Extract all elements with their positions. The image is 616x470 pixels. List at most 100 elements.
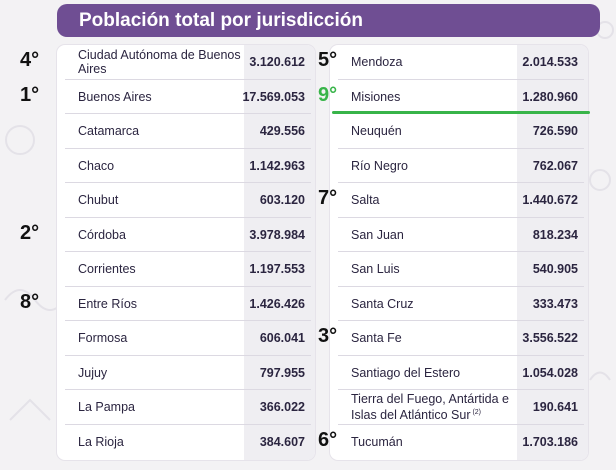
row-divider (65, 147, 311, 149)
jurisdiction-name: La Rioja (78, 434, 124, 449)
right-table: Mendoza 2.014.533 Misiones 1.280.960 Neuquén… (330, 45, 588, 460)
population-value: 606.041 (259, 331, 305, 346)
table-row: Córdoba 3.978.984 (57, 218, 315, 252)
rank-label: 5° (318, 49, 338, 72)
rank-label: 7° (318, 187, 338, 210)
jurisdiction-name: Tucumán (351, 434, 403, 449)
jurisdiction-name: Santa Cruz (351, 296, 414, 311)
row-divider (338, 389, 584, 390)
row-divider (65, 78, 311, 80)
jurisdiction-name: Santiago del Estero (351, 365, 461, 380)
population-value: 1.440.672 (522, 193, 578, 208)
rank-label: 9° (318, 83, 338, 106)
jurisdiction-name: Entre Ríos (78, 296, 138, 311)
row-divider (338, 320, 584, 321)
left-table: Ciudad Autónoma de Buenos Aires 3.120.612… (57, 45, 315, 460)
table-row: Catamarca 429.556 (57, 114, 315, 149)
population-value: 333.473 (532, 296, 578, 311)
jurisdiction-name: San Juan (351, 227, 404, 242)
rank-label: 2° (20, 221, 40, 244)
row-divider (338, 216, 584, 218)
table-row: Santa Fe 3.556.522 (330, 321, 588, 356)
table-row: Santiago del Estero 1.054.028 (330, 356, 588, 390)
table-row: Tierra del Fuego, Antártida e Islas del … (330, 390, 588, 425)
table-row: Jujuy 797.955 (57, 356, 315, 390)
population-value: 726.590 (532, 124, 578, 139)
population-value: 1.426.426 (249, 296, 305, 311)
jurisdiction-name: Mendoza (351, 55, 403, 70)
population-value: 3.978.984 (249, 227, 305, 242)
table-row: San Luis 540.905 (330, 252, 588, 287)
population-value: 17.569.053 (242, 89, 305, 104)
footnote-marker: (2) (470, 409, 482, 417)
jurisdiction-name: Tierra del Fuego, Antártida e Islas del … (351, 392, 509, 423)
jurisdiction-name: Formosa (78, 331, 128, 346)
population-value: 366.022 (259, 400, 305, 415)
table-row: Misiones 1.280.960 (330, 80, 588, 114)
row-divider (338, 182, 584, 183)
rank-label: 6° (318, 428, 338, 451)
row-divider (65, 389, 311, 390)
table-row: Chaco 1.142.963 (57, 149, 315, 183)
jurisdiction-name: Santa Fe (351, 331, 402, 346)
population-value: 429.556 (259, 124, 305, 139)
row-divider (65, 320, 311, 321)
table-row: La Pampa 366.022 (57, 390, 315, 425)
jurisdiction-name: Neuquén (351, 124, 402, 139)
row-divider (338, 78, 584, 80)
population-value: 3.120.612 (249, 55, 305, 70)
row-divider (338, 251, 584, 252)
jurisdiction-name: Chaco (78, 158, 115, 173)
row-divider (65, 113, 311, 114)
row-divider (338, 354, 584, 356)
jurisdiction-name: Catamarca (78, 124, 140, 139)
jurisdiction-name: Salta (351, 193, 380, 208)
jurisdiction-name: Misiones (351, 89, 401, 104)
jurisdiction-name: Chubut (78, 193, 119, 208)
row-divider (338, 147, 584, 149)
jurisdiction-name: Jujuy (78, 365, 108, 380)
table-row: Ciudad Autónoma de Buenos Aires 3.120.612 (57, 45, 315, 80)
population-value: 1.054.028 (522, 365, 578, 380)
jurisdiction-name: Ciudad Autónoma de Buenos Aires (78, 48, 241, 77)
rank-label: 1° (20, 83, 40, 106)
row-divider (65, 354, 311, 356)
rank-label: 4° (20, 49, 40, 72)
rank-label: 3° (318, 325, 338, 348)
row-divider (65, 182, 311, 183)
table-row: Corrientes 1.197.553 (57, 252, 315, 287)
population-value: 603.120 (259, 193, 305, 208)
table-row: Santa Cruz 333.473 (330, 287, 588, 321)
population-value: 1.280.960 (522, 89, 578, 104)
jurisdiction-name: La Pampa (78, 400, 135, 415)
row-divider (65, 285, 311, 287)
table-row: Mendoza 2.014.533 (330, 45, 588, 80)
row-divider (65, 251, 311, 252)
population-value: 384.607 (259, 434, 305, 449)
population-value: 3.556.522 (522, 331, 578, 346)
population-value: 190.641 (532, 400, 578, 415)
table-row: Chubut 603.120 (57, 183, 315, 218)
table-row: San Juan 818.234 (330, 218, 588, 252)
population-value: 818.234 (532, 227, 578, 242)
table-row: Río Negro 762.067 (330, 149, 588, 183)
value-column-shade (244, 45, 315, 460)
jurisdiction-name: Buenos Aires (78, 89, 152, 104)
population-value: 762.067 (532, 158, 578, 173)
population-value: 1.703.186 (522, 434, 578, 449)
page-title: Población total por jurisdicción (57, 4, 600, 37)
row-divider (65, 216, 311, 218)
table-row: Neuquén 726.590 (330, 114, 588, 149)
table-row: Salta 1.440.672 (330, 183, 588, 218)
table-row: La Rioja 384.607 (57, 425, 315, 460)
row-divider (338, 285, 584, 287)
table-row: Entre Ríos 1.426.426 (57, 287, 315, 321)
jurisdiction-name: Corrientes (78, 262, 136, 277)
page-title-text: Población total por jurisdicción (79, 9, 363, 31)
rank-label: 8° (20, 290, 40, 313)
value-column-shade (517, 45, 588, 460)
jurisdiction-name: Córdoba (78, 227, 126, 242)
population-value: 1.142.963 (249, 158, 305, 173)
population-value: 1.197.553 (249, 262, 305, 277)
